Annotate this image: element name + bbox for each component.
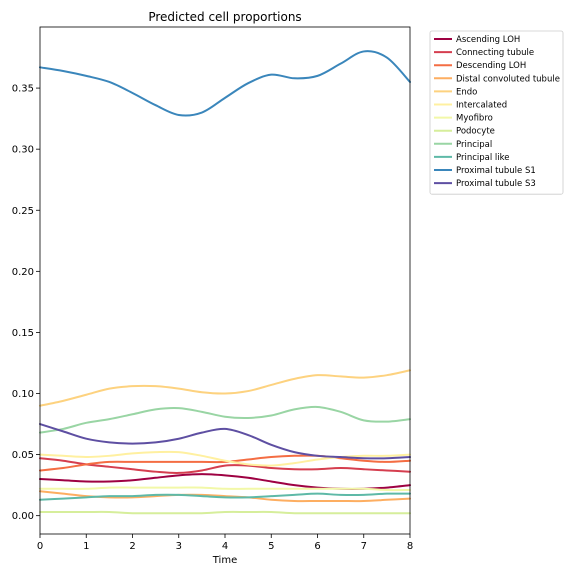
series-line-podocyte xyxy=(39,510,411,515)
y-tick-label: 0.15 xyxy=(12,328,34,339)
y-tick-label: 0.10 xyxy=(12,389,34,400)
x-axis: 0 1 2 3 4 5 6 7 8 xyxy=(37,534,413,552)
legend-label-proximal-tubule-s1: Proximal tubule S1 xyxy=(456,166,536,176)
series-layer xyxy=(39,50,411,515)
x-tick-label: 7 xyxy=(361,541,367,552)
x-tick-label: 1 xyxy=(83,541,89,552)
legend-label-distal-convoluted-tubule: Distal convoluted tubule xyxy=(456,74,560,84)
x-tick-label: 6 xyxy=(314,541,320,552)
legend: Ascending LOH Connecting tubule Descending… xyxy=(429,30,564,195)
legend-label-ascending-loh: Ascending LOH xyxy=(456,35,520,45)
legend-label-proximal-tubule-s3: Proximal tubule S3 xyxy=(456,179,536,189)
series-line-proximal-tubule-s3 xyxy=(39,423,411,460)
legend-label-connecting-tubule: Connecting tubule xyxy=(456,48,534,58)
series-line-principal xyxy=(39,405,411,434)
legend-label-intercalated: Intercalated xyxy=(456,101,507,111)
series-line-descending-loh xyxy=(39,454,411,472)
series-line-endo xyxy=(39,369,411,407)
legend-label-endo: Endo xyxy=(456,87,477,97)
legend-label-podocyte: Podocyte xyxy=(456,127,495,137)
x-tick-label: 0 xyxy=(37,541,43,552)
x-tick-label: 3 xyxy=(176,541,182,552)
chart-title: Predicted cell proportions xyxy=(148,10,301,24)
series-line-proximal-tubule-s1 xyxy=(39,50,411,117)
y-axis: 0.00 0.05 0.10 0.15 0.20 0.25 0.30 0.35 xyxy=(12,84,40,522)
series-line-connecting-tubule xyxy=(39,457,411,474)
legend-box xyxy=(429,30,564,195)
x-tick-label: 8 xyxy=(407,541,413,552)
y-tick-label: 0.30 xyxy=(12,145,34,156)
legend-label-myofibro: Myofibro xyxy=(456,114,493,124)
series-line-principal-like xyxy=(39,492,411,501)
legend-label-descending-loh: Descending LOH xyxy=(456,61,526,71)
x-tick-label: 4 xyxy=(222,541,228,552)
legend-label-principal: Principal xyxy=(456,140,492,150)
series-line-myofibro xyxy=(39,486,411,492)
y-tick-label: 0.25 xyxy=(12,206,34,217)
x-tick-label: 5 xyxy=(268,541,274,552)
legend-label-principal-like: Principal like xyxy=(456,153,510,163)
x-tick-label: 2 xyxy=(129,541,135,552)
x-axis-label: Time xyxy=(212,555,237,566)
y-tick-label: 0.00 xyxy=(12,511,34,522)
y-tick-label: 0.20 xyxy=(12,267,34,278)
y-tick-label: 0.35 xyxy=(12,84,34,95)
series-line-ascending-loh xyxy=(39,473,411,490)
y-tick-label: 0.05 xyxy=(12,450,34,461)
